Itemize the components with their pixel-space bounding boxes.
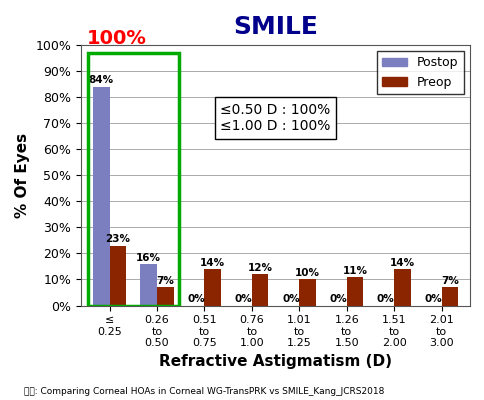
Text: 0%: 0% bbox=[376, 294, 394, 304]
Text: 10%: 10% bbox=[294, 268, 319, 278]
Text: 0%: 0% bbox=[187, 294, 205, 304]
Text: 12%: 12% bbox=[247, 263, 272, 273]
Text: 0%: 0% bbox=[282, 294, 299, 304]
Text: 23%: 23% bbox=[105, 234, 130, 244]
Text: 0%: 0% bbox=[234, 294, 252, 304]
Bar bbox=[140, 264, 157, 306]
Bar bbox=[109, 246, 126, 306]
Text: 14%: 14% bbox=[200, 258, 225, 268]
Bar bbox=[251, 274, 268, 306]
Bar bbox=[440, 287, 457, 306]
Text: 7%: 7% bbox=[156, 276, 174, 286]
Text: 14%: 14% bbox=[389, 258, 414, 268]
Text: 11%: 11% bbox=[342, 266, 367, 276]
Text: 100%: 100% bbox=[87, 29, 146, 48]
Bar bbox=[299, 280, 315, 306]
Title: SMILE: SMILE bbox=[233, 15, 318, 39]
Text: 0%: 0% bbox=[424, 294, 441, 304]
Text: 출처: Comparing Corneal HOAs in Corneal WG-TransPRK vs SMILE_Kang_JCRS2018: 출처: Comparing Corneal HOAs in Corneal WG… bbox=[24, 387, 384, 396]
Text: ≤0.50 D : 100%
≤1.00 D : 100%: ≤0.50 D : 100% ≤1.00 D : 100% bbox=[220, 103, 330, 133]
Bar bbox=[204, 269, 221, 306]
Bar bbox=[157, 287, 173, 306]
Bar bbox=[393, 269, 410, 306]
Text: 16%: 16% bbox=[136, 252, 161, 262]
X-axis label: Refractive Astigmatism (D): Refractive Astigmatism (D) bbox=[159, 354, 391, 369]
Y-axis label: % Of Eyes: % Of Eyes bbox=[15, 133, 30, 218]
Text: 0%: 0% bbox=[329, 294, 347, 304]
Legend: Postop, Preop: Postop, Preop bbox=[377, 51, 463, 94]
Text: 7%: 7% bbox=[440, 276, 458, 286]
Text: 84%: 84% bbox=[89, 76, 114, 86]
Bar bbox=[93, 87, 109, 306]
Bar bbox=[346, 277, 363, 306]
